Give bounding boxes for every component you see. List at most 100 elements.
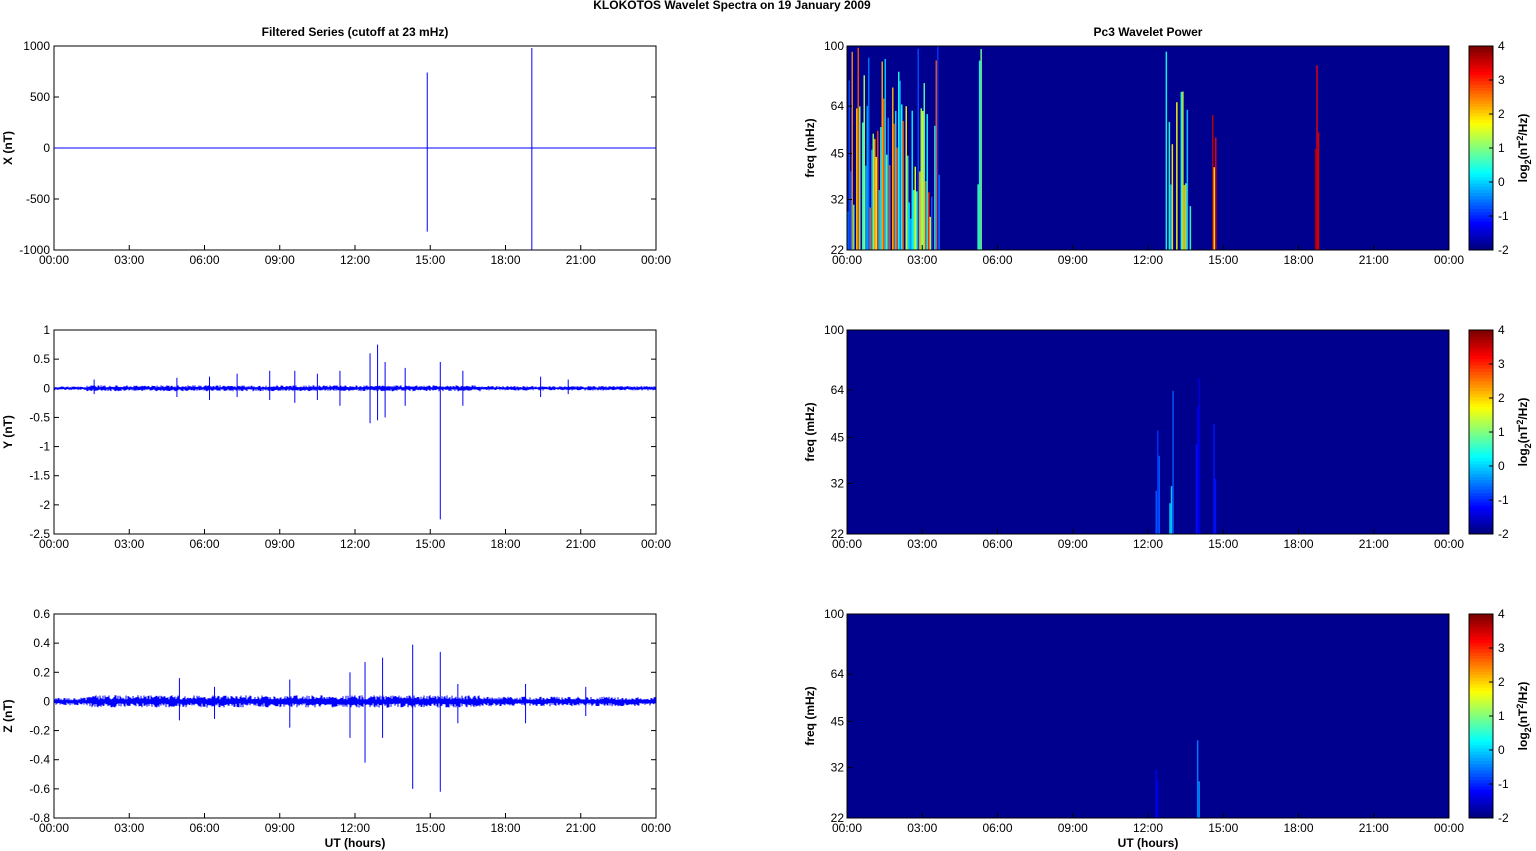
heatmap-3-colorbar-cell <box>1469 719 1493 723</box>
heatmap-2-ytick-label: 64 <box>831 383 845 397</box>
heatmap-1-colorbar-cell <box>1469 144 1493 149</box>
heatmap-2-xtick-label: 06:00 <box>982 537 1012 551</box>
series-3-plot-frame <box>53 613 657 819</box>
right-x-axis-label: UT (hours) <box>1118 836 1179 850</box>
heatmap-1-streak <box>917 48 919 251</box>
heatmap-1-streak <box>875 156 877 250</box>
heatmap-1-streak <box>1168 121 1171 251</box>
heatmap-1-xtick-label: 18:00 <box>1283 253 1313 267</box>
heatmap-1-streak <box>913 190 915 250</box>
heatmap-1-streak <box>937 46 939 250</box>
colorbar-title-part: 2 <box>1523 159 1533 164</box>
heatmap-2-colorbar-cell <box>1469 381 1493 385</box>
series-3-ytick-label: 0 <box>43 694 50 708</box>
heatmap-1-streak <box>1185 183 1187 250</box>
heatmap-1-streak <box>902 120 904 251</box>
heatmap-1-colorbar-cell <box>1469 195 1493 200</box>
heatmap-2-colorbar-cell <box>1469 489 1493 493</box>
heatmap-1-colorbar-cell <box>1469 84 1493 88</box>
heatmap-1-colorbar-cell <box>1469 208 1493 213</box>
heatmap-2-colorbar-cell <box>1469 361 1493 366</box>
series-2-ytick-label: -1 <box>39 440 50 454</box>
heatmap-1-colorbar-cell <box>1469 151 1493 155</box>
heatmap-1-colorbar-cell <box>1469 135 1493 139</box>
heatmap-1-colorbar-cell <box>1469 68 1493 72</box>
heatmap-3-colorbar-cell <box>1469 731 1493 736</box>
heatmap-1-streak <box>856 108 858 251</box>
heatmap-1-streak <box>1215 137 1217 250</box>
series-1-xtick-label: 15:00 <box>415 253 445 267</box>
heatmap-1-streak <box>1189 206 1192 250</box>
heatmap-2-colorbar-cell <box>1469 374 1493 379</box>
heatmap-1-colorbar-cell <box>1469 112 1493 117</box>
heatmap-2-colorbar-cell <box>1469 358 1493 363</box>
heatmap-1-streak <box>908 202 910 250</box>
heatmap-1-colorbar-cell <box>1469 230 1493 235</box>
heatmap-2-streak <box>1155 490 1157 534</box>
heatmap-1-colorbar-cell <box>1469 93 1493 98</box>
heatmap-1-streak <box>850 171 852 250</box>
heatmap-3-colorbar-cell <box>1469 741 1493 746</box>
series-1-xtick-label: 06:00 <box>189 253 219 267</box>
heatmap-1-colorbar-label: 1 <box>1498 141 1505 155</box>
heatmap-3-colorbar-cell <box>1469 795 1493 800</box>
heatmap-1-streak <box>1213 167 1215 250</box>
heatmap-2-xtick-label: 00:00 <box>832 537 862 551</box>
heatmap-2-colorbar-cell <box>1469 432 1493 436</box>
heatmap-2-xtick-label: 15:00 <box>1208 537 1238 551</box>
heatmap-3-colorbar-cell <box>1469 649 1493 653</box>
heatmap-3-colorbar-cell <box>1469 773 1493 777</box>
heatmap-2-streak <box>1170 486 1173 534</box>
heatmap-2-colorbar-cell <box>1469 467 1493 471</box>
heatmap-2-colorbar-cell <box>1469 339 1493 344</box>
heatmap-3-colorbar-cell <box>1469 633 1493 637</box>
heatmap-1-streak <box>889 165 891 250</box>
heatmap-1-streak <box>893 123 895 250</box>
heatmap-1-streak <box>1314 148 1317 250</box>
heatmap-1-colorbar-cell <box>1469 81 1493 85</box>
heatmap-2-colorbar-cell <box>1469 355 1493 360</box>
heatmap-3-background <box>847 614 1449 818</box>
series-3-xtick-label: 12:00 <box>340 821 370 835</box>
heatmap-2-colorbar-cell <box>1469 330 1493 334</box>
heatmap-2-colorbar-cell <box>1469 476 1493 481</box>
heatmap-3-colorbar-cell <box>1469 792 1493 797</box>
heatmap-1-streak <box>926 114 928 250</box>
series-2-ytick-label: -1.5 <box>29 469 50 483</box>
heatmap-3-colorbar-cell <box>1469 668 1493 672</box>
heatmap-2-colorbar-cell <box>1469 483 1493 487</box>
heatmap-1-colorbar-label: -2 <box>1498 243 1509 257</box>
heatmap-2-colorbar-title: log2(nT2/Hz) <box>1515 398 1533 467</box>
series-2-xtick-label: 03:00 <box>114 537 144 551</box>
heatmap-2-xtick-label: 03:00 <box>907 537 937 551</box>
heatmap-2-streak <box>1213 424 1215 534</box>
heatmap-1-streak <box>895 110 897 251</box>
series-2-xtick-label: 00:00 <box>39 537 69 551</box>
heatmap-2-colorbar-cell <box>1469 463 1493 468</box>
heatmap-1-xtick-label: 03:00 <box>907 253 937 267</box>
heatmap-2-colorbar-cell <box>1469 406 1493 411</box>
heatmap-1-streak <box>938 174 940 250</box>
heatmap-1-streak <box>1182 91 1184 250</box>
heatmap-2-streak <box>1169 503 1171 534</box>
heatmap-3-colorbar-cell <box>1469 814 1493 819</box>
heatmap-3-colorbar-cell <box>1469 805 1493 809</box>
heatmap-1-ytick-label: 22 <box>831 243 845 257</box>
heatmap-2-colorbar-label: -1 <box>1498 493 1509 507</box>
heatmap-2-colorbar-cell <box>1469 454 1493 458</box>
series-2-xtick-label: 00:00 <box>641 537 671 551</box>
heatmap-1-colorbar-cell <box>1469 179 1493 184</box>
heatmap-3-colorbar-cell <box>1469 693 1493 698</box>
series-3-xtick-label: 09:00 <box>265 821 295 835</box>
colorbar-title-part: (nT <box>1516 708 1530 727</box>
heatmap-2-colorbar-cell <box>1469 396 1493 401</box>
heatmap-3-colorbar-cell <box>1469 802 1493 806</box>
heatmap-1-background <box>847 46 1449 250</box>
series-2-ytick-label: 0.5 <box>33 352 50 366</box>
heatmap-2-streak <box>1157 430 1159 534</box>
heatmap-1-streak <box>901 104 903 251</box>
heatmap-1-streak <box>922 110 924 251</box>
heatmap-2-colorbar-cell <box>1469 505 1493 509</box>
heatmap-1-colorbar-cell <box>1469 61 1493 66</box>
heatmap-1-streak <box>978 60 981 250</box>
